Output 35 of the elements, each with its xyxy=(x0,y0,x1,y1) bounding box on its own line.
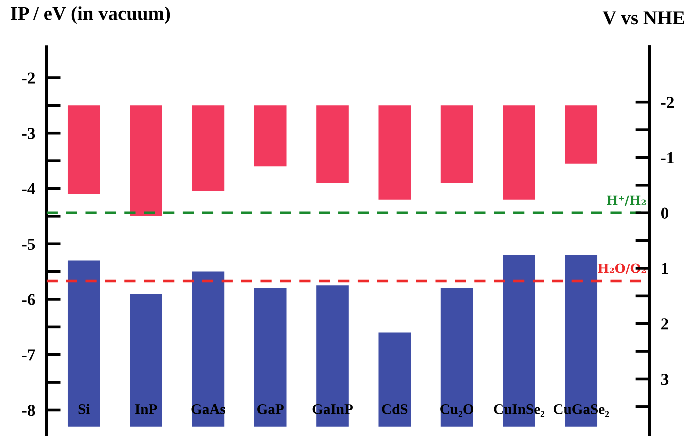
bar xyxy=(503,106,536,200)
x-tick-label: GaP xyxy=(258,404,284,414)
y-axis-title: IP / eV (in vacuum) xyxy=(10,6,170,24)
bar xyxy=(192,106,225,192)
ref-line-label: H⁺/H₂ xyxy=(607,196,646,206)
y2-tick-label: -1 xyxy=(661,152,674,164)
y2-tick-label: -2 xyxy=(661,97,674,108)
bar xyxy=(378,332,412,427)
y2-tick-label: 0 xyxy=(661,208,669,220)
bar xyxy=(440,288,474,427)
bar xyxy=(68,260,100,427)
bar xyxy=(68,106,100,194)
bar xyxy=(192,272,225,427)
y2-tick-label: 3 xyxy=(661,374,669,386)
x-tick-label: InP xyxy=(135,404,158,414)
bar xyxy=(316,106,349,184)
bar xyxy=(254,106,287,167)
y-tick-label: -6 xyxy=(22,294,36,306)
bar xyxy=(130,106,162,216)
x-tick-label: CdS xyxy=(382,404,408,414)
x-tick-label: Si xyxy=(78,404,90,414)
y-tick-label: -5 xyxy=(22,238,36,250)
bar xyxy=(254,288,287,427)
y2-tick-label: 2 xyxy=(662,318,668,330)
bar xyxy=(565,106,598,164)
bar xyxy=(440,106,474,184)
y-tick-label: -2 xyxy=(22,72,36,84)
y2-axis-title: V vs NHE xyxy=(602,12,685,25)
bar xyxy=(130,294,162,427)
bar xyxy=(378,106,412,200)
y-tick-label: -7 xyxy=(22,350,36,361)
y2-tick-label: 1 xyxy=(662,263,668,274)
y-tick-label: -3 xyxy=(22,128,36,140)
y-tick-label: -4 xyxy=(22,184,36,195)
y-tick-label: -8 xyxy=(22,404,36,416)
